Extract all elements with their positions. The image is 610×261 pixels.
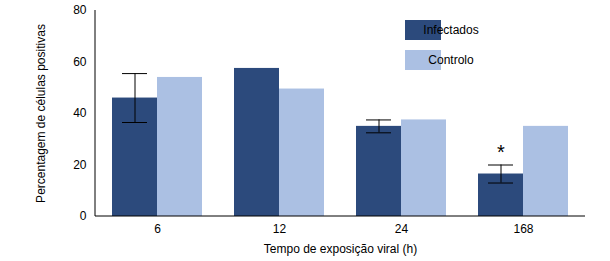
svg-text:80: 80 [73,3,87,17]
svg-text:168: 168 [513,222,533,236]
svg-text:20: 20 [73,158,87,172]
svg-text:Controlo: Controlo [428,53,474,67]
svg-text:Infectados: Infectados [423,23,478,37]
svg-text:6: 6 [154,222,161,236]
svg-text:60: 60 [73,55,87,69]
svg-text:Percentagem de células positiv: Percentagem de células positivas [34,24,48,203]
svg-text:*: * [497,141,505,163]
svg-text:24: 24 [395,222,409,236]
svg-text:40: 40 [73,106,87,120]
svg-text:12: 12 [273,222,287,236]
svg-text:Tempo de exposição viral (h): Tempo de exposição viral (h) [264,242,417,256]
svg-text:0: 0 [80,209,87,223]
